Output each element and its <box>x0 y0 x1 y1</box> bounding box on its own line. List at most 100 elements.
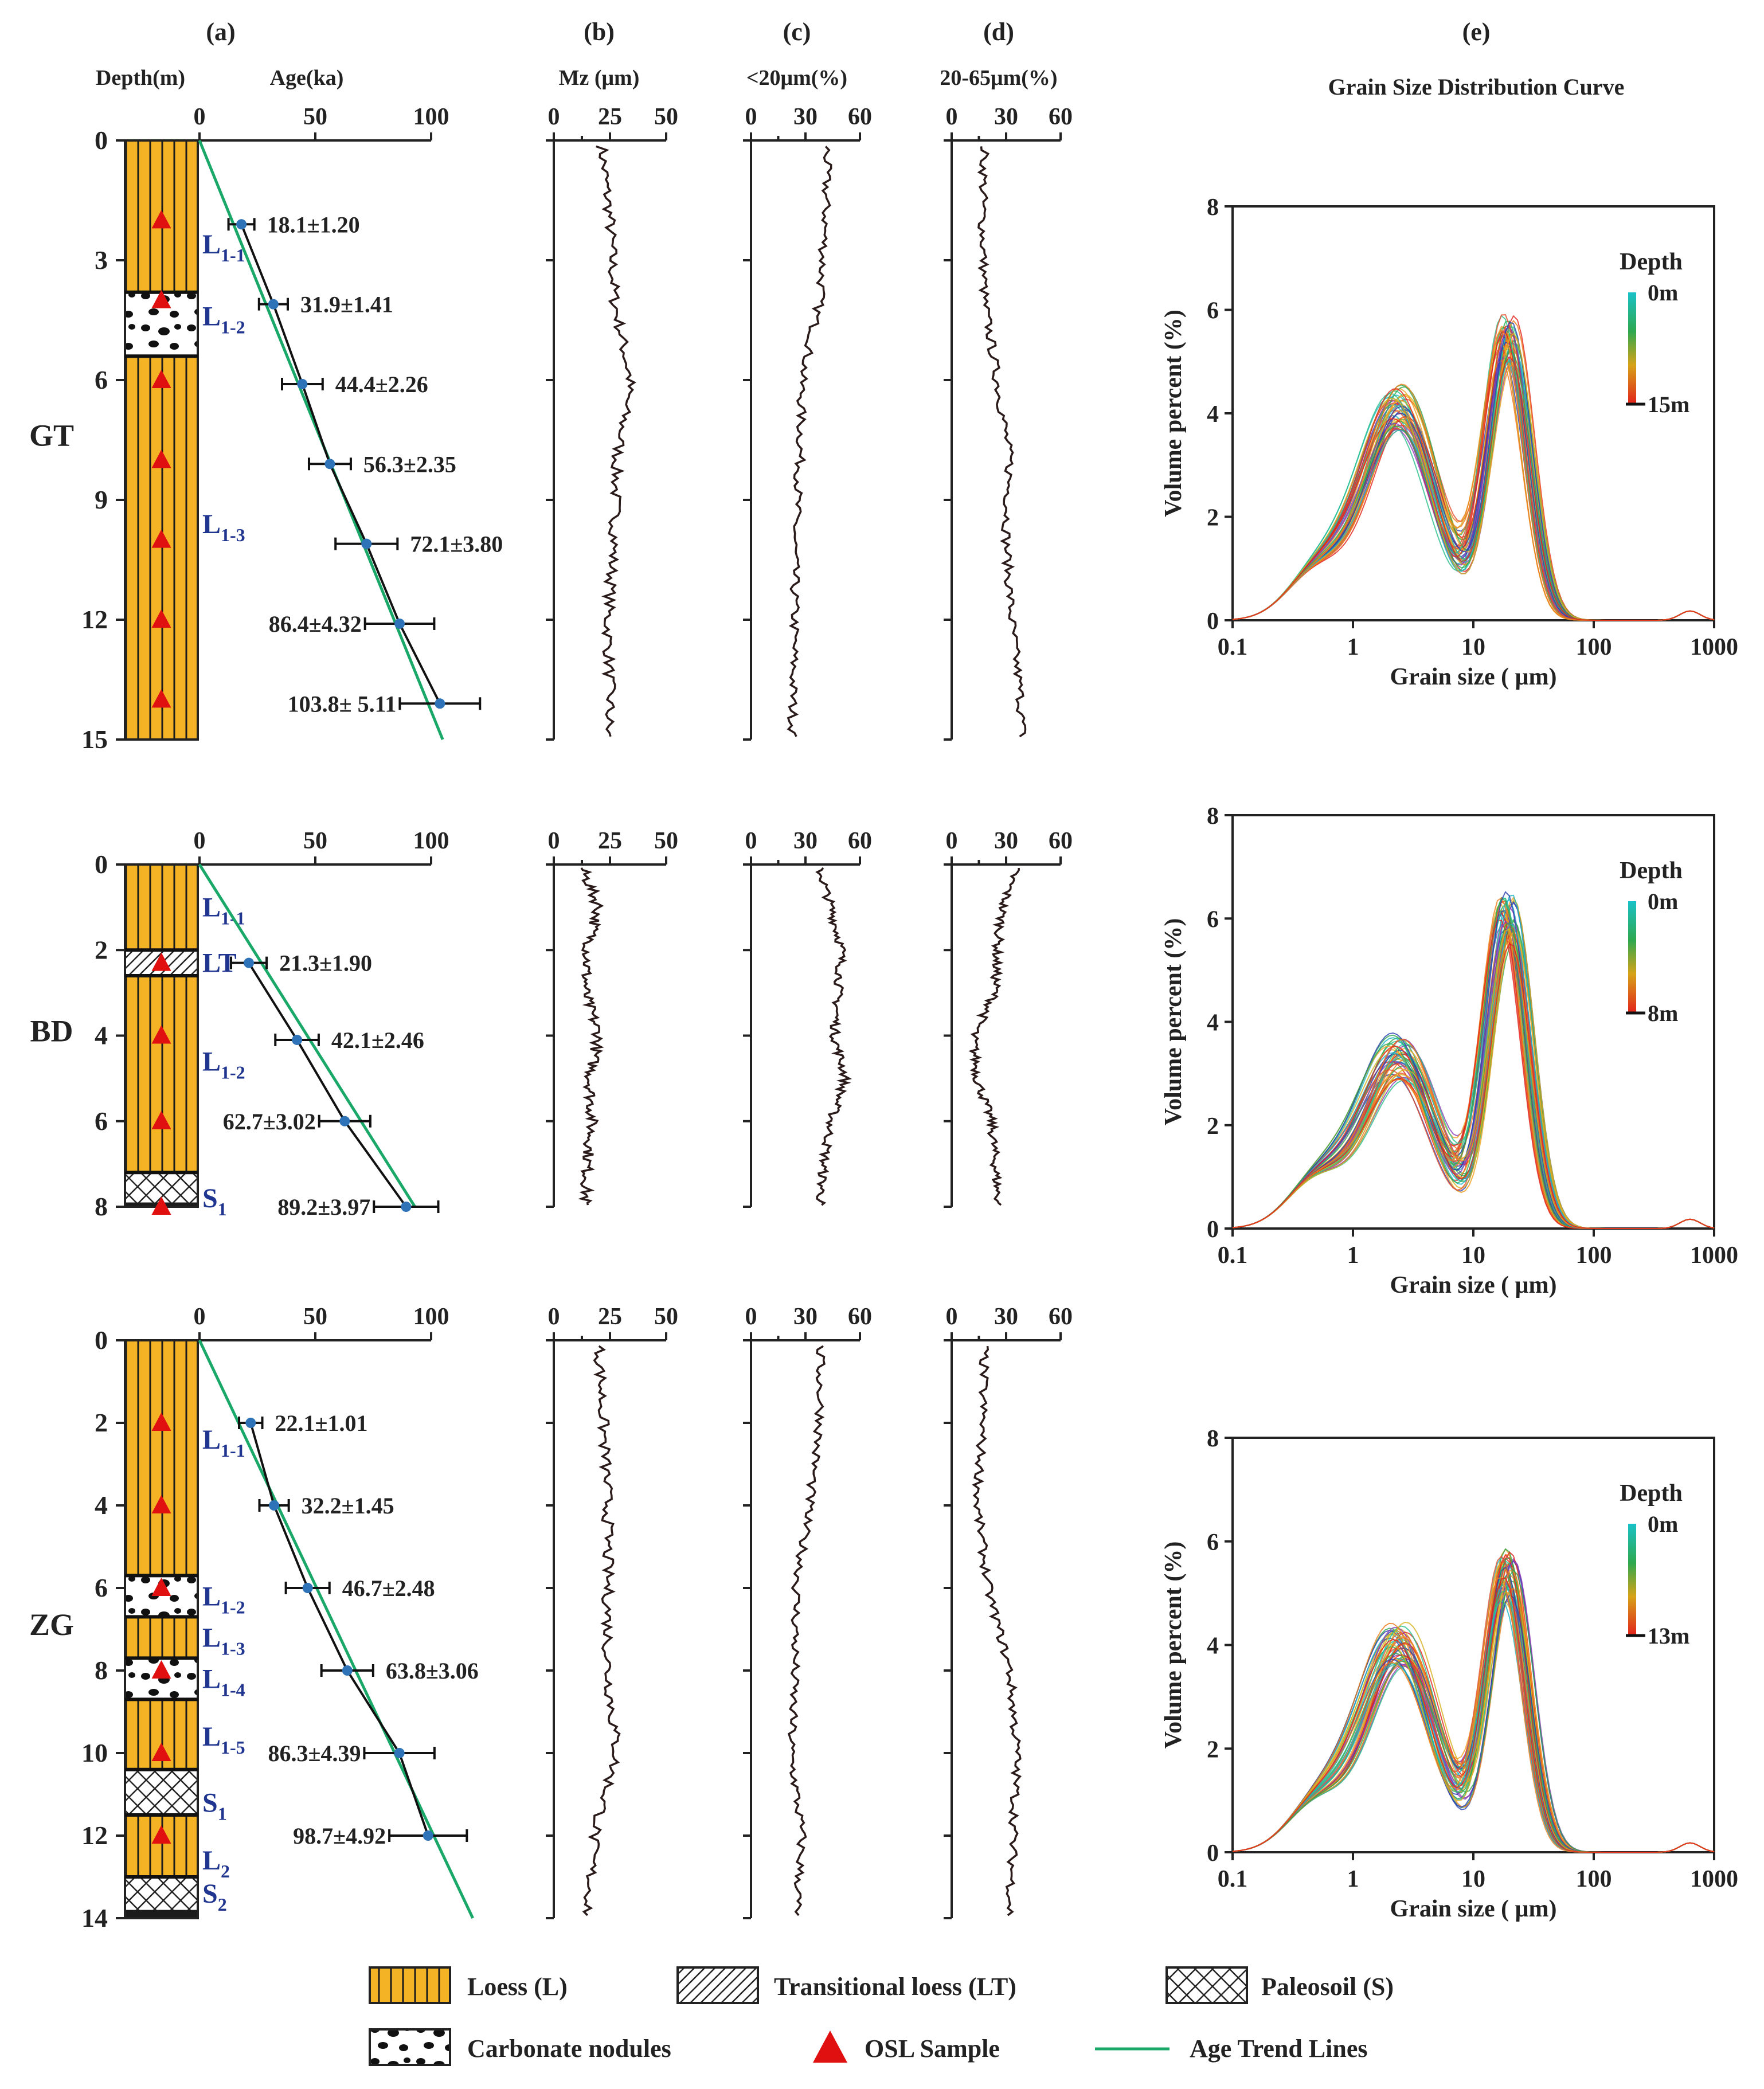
site-zg: ZG02468101214L1-1L1-2L1-3L1-4L1-5S1L2S20… <box>29 1304 1738 1932</box>
age-tick-label: 0 <box>194 104 206 130</box>
gsd-curve <box>1232 1548 1715 1853</box>
lithology-frame <box>124 139 199 741</box>
age-point <box>435 698 445 709</box>
age-label: 22.1±1.01 <box>275 1410 368 1436</box>
osl-sample-marker <box>151 1495 171 1513</box>
gsd-x-tick-label: 100 <box>1576 634 1612 660</box>
gsd-curve <box>1232 1555 1715 1853</box>
legend-label-loess: Loess (L) <box>467 1973 568 2001</box>
gsd-x-tick-label: 1000 <box>1690 634 1738 660</box>
gsd-y-tick-label: 6 <box>1207 1529 1219 1556</box>
depth-tick-label: 4 <box>95 1491 108 1520</box>
gsd-curve <box>1232 1560 1715 1853</box>
panel-label-d: (d) <box>983 18 1014 46</box>
age-label: 86.4±4.32 <box>269 611 362 637</box>
age-point <box>401 1202 412 1212</box>
age-point <box>361 538 372 549</box>
gsd-curve <box>1232 1577 1715 1853</box>
depth-tick-label: 15 <box>81 725 108 754</box>
legend-label-nodules: Carbonate nodules <box>467 2035 671 2063</box>
depth-tick-label: 0 <box>95 126 108 155</box>
age-label: 86.3±4.39 <box>268 1740 361 1766</box>
age-label: 32.2±1.45 <box>302 1493 394 1519</box>
unit-label: S1 <box>202 1183 227 1219</box>
gsd-curve <box>1232 1570 1715 1853</box>
colorbar-title: Depth <box>1620 858 1683 884</box>
osl-sample-marker <box>151 1825 171 1844</box>
fine-tick-label: 60 <box>848 1304 872 1330</box>
site-label-bd: BD <box>30 1014 73 1049</box>
mz-header: Mz (μm) <box>559 66 640 90</box>
depth-tick-label: 8 <box>95 1656 108 1685</box>
silt-trace <box>968 867 1020 1206</box>
gsd-x-tick-label: 0.1 <box>1218 1866 1248 1892</box>
gsd-curve <box>1232 1569 1715 1853</box>
osl-sample-marker <box>151 689 171 708</box>
age-label: 21.3±1.90 <box>279 950 372 976</box>
silt-trace <box>977 146 1027 738</box>
gsd-y-label: Volume percent (%) <box>1160 310 1187 517</box>
gsd-y-label: Volume percent (%) <box>1160 1542 1187 1749</box>
gsd-y-tick-label: 4 <box>1207 401 1219 428</box>
age-point <box>302 1583 313 1593</box>
legend-swatch-loess <box>369 1966 451 2004</box>
gsd-curve <box>1232 315 1715 621</box>
fine-fraction-header: <20μm(%) <box>746 66 847 90</box>
gsd-curve <box>1232 1562 1715 1853</box>
depth-tick-label: 12 <box>81 605 108 634</box>
fine-tick-label: 30 <box>793 1304 818 1330</box>
gsd-y-tick-label: 0 <box>1207 1216 1219 1243</box>
gsd-curve <box>1232 328 1715 621</box>
age-point <box>236 219 247 230</box>
gsd-curve <box>1232 942 1715 1229</box>
gsd-x-tick-label: 10 <box>1461 1242 1485 1269</box>
legend-label-osl: OSL Sample <box>865 2035 1000 2063</box>
osl-sample-marker <box>151 370 171 388</box>
mz-trace <box>578 867 604 1206</box>
unit-label: L1-1 <box>202 893 245 929</box>
gsd-curve <box>1232 320 1715 621</box>
age-label: 46.7±2.48 <box>342 1575 435 1601</box>
unit-label: L1-4 <box>202 1664 245 1700</box>
gsd-y-tick-label: 8 <box>1207 194 1219 221</box>
fine-tick-label: 30 <box>793 104 818 130</box>
gsd-y-tick-label: 2 <box>1207 1736 1219 1763</box>
gsd-y-label: Volume percent (%) <box>1160 918 1187 1126</box>
mz-tick-label: 50 <box>654 104 678 130</box>
depth-tick-label: 6 <box>95 1106 108 1136</box>
gsd-curve <box>1232 1566 1715 1853</box>
silt-tick-label: 60 <box>1049 828 1073 854</box>
legend: Loess (L) Transitional loess (LT) Paleos… <box>369 1966 1394 2066</box>
age-point <box>292 1034 303 1045</box>
colorbar-bottom-label: 8m <box>1648 1000 1678 1026</box>
gsd-curve <box>1232 1568 1715 1853</box>
gsd-curve <box>1232 1554 1715 1853</box>
legend-swatch-nodules <box>369 2028 451 2066</box>
depth-tick-label: 12 <box>81 1821 108 1850</box>
silt-tick-label: 30 <box>994 1304 1018 1330</box>
stratum-loess <box>125 1815 198 1877</box>
osl-sample-marker <box>151 1660 171 1679</box>
age-tick-label: 100 <box>413 1304 449 1330</box>
gsd-curve <box>1232 319 1715 621</box>
depth-colorbar <box>1628 292 1636 404</box>
legend-label-trend: Age Trend Lines <box>1190 2035 1368 2063</box>
osl-sample-marker <box>151 210 171 229</box>
age-point <box>268 299 279 310</box>
unit-label: L2 <box>202 1845 230 1881</box>
age-point <box>245 1418 256 1428</box>
age-tick-label: 0 <box>194 1304 206 1330</box>
osl-sample-marker <box>151 1413 171 1431</box>
gsd-x-label: Grain size ( μm) <box>1390 664 1557 690</box>
gsd-y-tick-label: 4 <box>1207 1633 1219 1660</box>
mz-tick-label: 25 <box>598 1304 622 1330</box>
site-label-gt: GT <box>29 418 74 453</box>
mz-tick-label: 50 <box>654 828 678 854</box>
depth-tick-label: 14 <box>81 1903 108 1932</box>
age-label: 72.1±3.80 <box>410 531 503 557</box>
depth-tick-label: 3 <box>95 245 108 275</box>
gsd-curve <box>1232 1551 1715 1853</box>
gsd-curve <box>1232 327 1715 621</box>
depth-tick-label: 6 <box>95 365 108 394</box>
gsd-x-label: Grain size ( μm) <box>1390 1896 1557 1922</box>
